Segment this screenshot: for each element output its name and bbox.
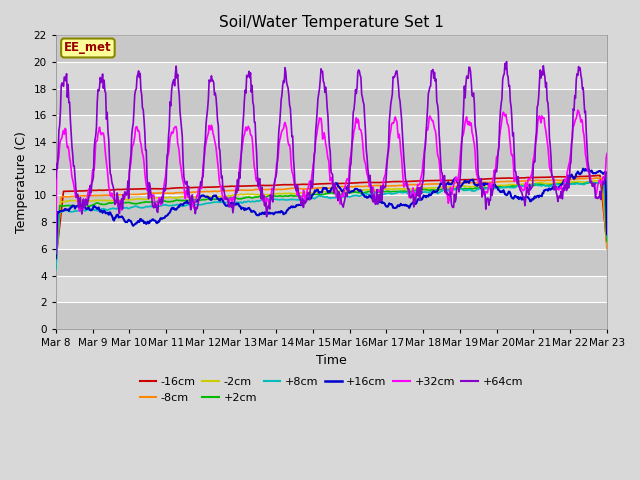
Line: +32cm: +32cm: [56, 110, 607, 253]
Bar: [56, 36, 607, 62]
-8cm: [118, 192, 126, 198]
+16cm: [52, 255, 60, 261]
+16cm: [399, 203, 406, 208]
-16cm: [415, 178, 422, 184]
-2cm: [204, 193, 211, 199]
+16cm: [603, 231, 611, 237]
Y-axis label: Temperature (C): Temperature (C): [15, 131, 28, 233]
-2cm: [399, 186, 406, 192]
Line: +8cm: +8cm: [56, 180, 607, 270]
Line: +16cm: +16cm: [56, 168, 607, 258]
Bar: [56, 169, 607, 195]
+16cm: [579, 166, 587, 171]
-8cm: [204, 189, 211, 194]
-8cm: [603, 246, 611, 252]
+2cm: [399, 188, 406, 194]
+32cm: [399, 165, 406, 170]
-2cm: [415, 185, 422, 191]
+16cm: [175, 204, 182, 209]
+64cm: [399, 144, 407, 150]
-16cm: [603, 241, 611, 247]
+32cm: [574, 108, 582, 113]
+8cm: [603, 233, 611, 239]
-2cm: [593, 178, 601, 183]
X-axis label: Time: Time: [316, 354, 347, 367]
+8cm: [204, 200, 211, 206]
-8cm: [62, 194, 70, 200]
+32cm: [415, 182, 422, 188]
-8cm: [596, 175, 604, 181]
+8cm: [52, 267, 60, 273]
+8cm: [415, 191, 422, 196]
Text: EE_met: EE_met: [64, 41, 112, 55]
-8cm: [52, 256, 60, 262]
-2cm: [52, 263, 60, 269]
-16cm: [204, 184, 211, 190]
Bar: [56, 62, 607, 89]
-16cm: [118, 187, 126, 192]
+2cm: [204, 196, 211, 202]
Legend: -16cm, -8cm, -2cm, +2cm, +8cm, +16cm, +32cm, +64cm: -16cm, -8cm, -2cm, +2cm, +8cm, +16cm, +3…: [135, 372, 527, 407]
-2cm: [603, 240, 611, 246]
-8cm: [415, 182, 422, 188]
+64cm: [175, 85, 182, 91]
Line: -16cm: -16cm: [56, 175, 607, 260]
+8cm: [62, 208, 70, 214]
+2cm: [588, 180, 595, 185]
+16cm: [415, 196, 422, 202]
Title: Soil/Water Temperature Set 1: Soil/Water Temperature Set 1: [219, 15, 444, 30]
-2cm: [118, 197, 126, 203]
-16cm: [175, 185, 182, 191]
+8cm: [399, 190, 406, 195]
+2cm: [52, 264, 60, 270]
+64cm: [263, 214, 271, 219]
-16cm: [52, 257, 60, 263]
-16cm: [62, 189, 70, 194]
+2cm: [415, 187, 422, 192]
-2cm: [175, 195, 182, 201]
Bar: [56, 115, 607, 142]
Bar: [56, 142, 607, 169]
Line: +64cm: +64cm: [56, 61, 607, 216]
+2cm: [62, 203, 70, 209]
+64cm: [118, 206, 126, 212]
+64cm: [204, 106, 211, 111]
+2cm: [175, 198, 182, 204]
+64cm: [415, 185, 423, 191]
+64cm: [603, 169, 611, 175]
+2cm: [118, 200, 126, 206]
-16cm: [596, 172, 604, 178]
Line: +2cm: +2cm: [56, 182, 607, 267]
Bar: [56, 249, 607, 276]
Line: -8cm: -8cm: [56, 178, 607, 259]
-2cm: [62, 199, 70, 204]
Bar: [56, 195, 607, 222]
+64cm: [52, 176, 60, 181]
+8cm: [601, 178, 609, 183]
+32cm: [204, 132, 211, 138]
+16cm: [62, 207, 70, 213]
+8cm: [175, 202, 182, 208]
-8cm: [175, 190, 182, 195]
+8cm: [118, 204, 126, 210]
Bar: [56, 276, 607, 302]
+32cm: [62, 126, 70, 132]
+64cm: [62, 78, 70, 84]
+16cm: [118, 214, 126, 220]
-16cm: [399, 179, 406, 184]
+32cm: [175, 144, 182, 150]
+32cm: [603, 151, 611, 156]
Bar: [56, 222, 607, 249]
+2cm: [603, 239, 611, 244]
Bar: [56, 302, 607, 329]
Bar: [56, 89, 607, 115]
+16cm: [204, 193, 211, 199]
-8cm: [399, 182, 406, 188]
+32cm: [52, 251, 60, 256]
Line: -2cm: -2cm: [56, 180, 607, 266]
+32cm: [118, 200, 126, 205]
+64cm: [502, 59, 510, 64]
